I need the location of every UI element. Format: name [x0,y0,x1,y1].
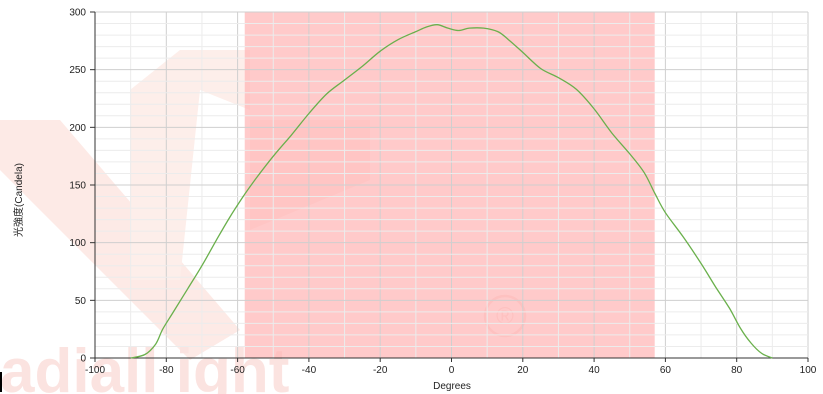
watermark-shape-left [0,120,240,360]
x-tick-label: -20 [373,365,388,376]
x-tick-label: -100 [85,365,105,376]
x-tick-label: 100 [800,365,817,376]
series-layer [130,24,773,359]
y-tick-label: 250 [69,65,86,76]
x-tick-label: 0 [449,365,455,376]
y-tick-label: 50 [75,296,87,307]
x-tick-label: -60 [230,365,245,376]
y-tick-label: 200 [69,123,86,134]
x-tick-label: 20 [517,365,529,376]
watermark-shape-mid [130,50,250,280]
gridlines [94,11,809,359]
y-tick-label: 100 [69,238,86,249]
tick-labels: -100 -80 -60 -40 -20 0 20 40 60 80 100 0 50 100 150 200… [69,8,816,377]
y-tick-label: 0 [80,354,86,365]
y-tick-label: 300 [69,8,86,19]
x-tick-label: -80 [159,365,174,376]
x-axis-title: Degrees [433,381,471,392]
series-line [130,24,773,359]
x-tick-label: 40 [589,365,601,376]
x-tick-label: 80 [731,365,743,376]
x-tick-label: 60 [660,365,672,376]
y-axis-title: 光強度(Candela) [12,163,25,237]
y-tick-label: 150 [69,181,86,192]
x-tick-label: -40 [302,365,317,376]
